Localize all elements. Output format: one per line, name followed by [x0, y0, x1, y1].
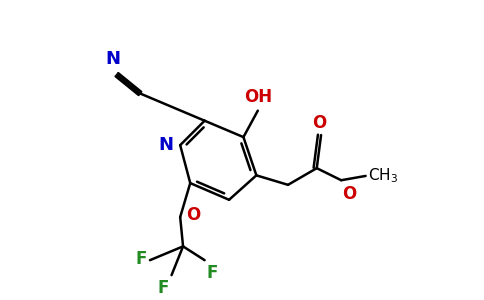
Text: F: F: [157, 279, 169, 297]
Text: OH: OH: [244, 88, 272, 106]
Text: N: N: [159, 136, 174, 154]
Text: O: O: [342, 184, 356, 202]
Text: F: F: [135, 250, 147, 268]
Text: N: N: [105, 50, 120, 68]
Text: CH$_3$: CH$_3$: [368, 167, 398, 185]
Text: F: F: [206, 264, 217, 282]
Text: O: O: [313, 114, 327, 132]
Text: O: O: [186, 206, 201, 224]
